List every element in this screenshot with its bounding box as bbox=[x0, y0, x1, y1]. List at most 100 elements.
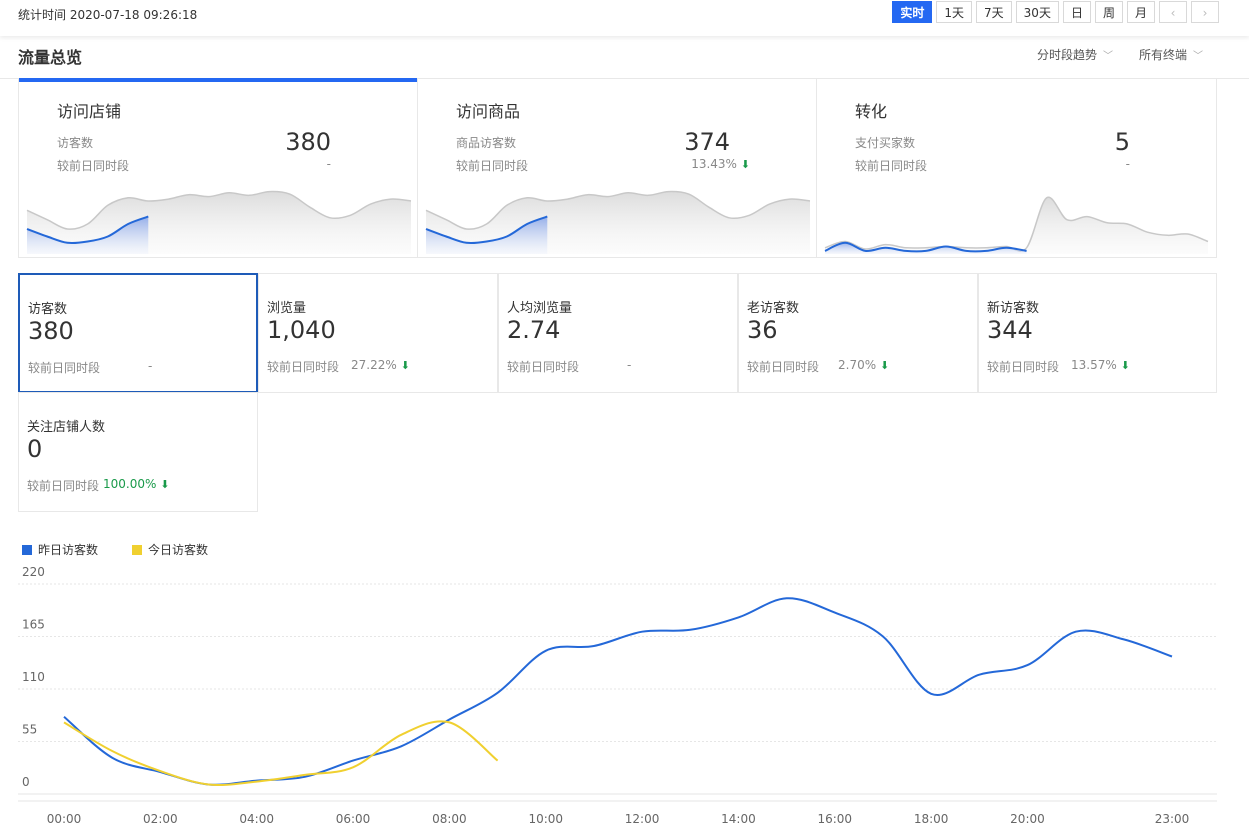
overview-cards: 访问店铺 访客数 较前日同时段 380 - 访问商品 商品访客数 较前日同时段 … bbox=[18, 78, 1217, 258]
prev-button[interactable]: ‹ bbox=[1159, 1, 1187, 23]
metric-title: 人均浏览量 bbox=[507, 301, 573, 316]
stat-time: 统计时间 2020-07-18 09:26:18 bbox=[18, 8, 198, 22]
card-compare-label: 较前日同时段 bbox=[855, 159, 928, 173]
visitors-line-chart: 0 55 110 165 220 00:00 02:00 04:00 06:00 08:00 10:… bbox=[18, 565, 1217, 826]
metric-new-visitors[interactable]: 新访客数 344 较前日同时段 13.57% ⬇ bbox=[978, 273, 1217, 393]
arrow-down-icon: ⬇ bbox=[400, 359, 410, 372]
x-tick-label: 02:00 bbox=[143, 812, 178, 826]
card-label: 商品访客数 bbox=[456, 136, 517, 150]
metric-compare-label: 较前日同时段 bbox=[987, 360, 1060, 374]
card-compare-label: 较前日同时段 bbox=[57, 159, 130, 173]
series-line-yesterday[interactable] bbox=[63, 597, 1173, 786]
legend-label: 昨日访客数 bbox=[38, 543, 99, 557]
x-tick-label: 20:00 bbox=[1010, 812, 1045, 826]
card-compare-percent: 13.43% bbox=[691, 157, 737, 171]
card-conversion[interactable]: 转化 支付买家数 较前日同时段 5 - bbox=[817, 78, 1216, 257]
card-compare-value: - bbox=[1125, 157, 1130, 171]
sparkline-goods bbox=[425, 190, 811, 254]
arrow-down-icon: ⬇ bbox=[160, 478, 170, 491]
metric-compare-value: 2.70% ⬇ bbox=[838, 358, 889, 372]
sparkline-today-line bbox=[425, 215, 548, 245]
metric-compare-label: 较前日同时段 bbox=[507, 360, 580, 374]
card-compare-value: 13.43% ⬇ bbox=[691, 157, 750, 171]
metric-compare-percent: 27.22% bbox=[351, 358, 397, 372]
trend-dropdown[interactable]: 分时段趋势 ﹀ bbox=[1037, 46, 1113, 63]
legend-swatch bbox=[22, 545, 32, 555]
metric-visitors[interactable]: 访客数 380 较前日同时段 - bbox=[18, 273, 258, 393]
x-tick-label: 18:00 bbox=[914, 812, 949, 826]
range-7day-button[interactable]: 7天 bbox=[976, 1, 1012, 23]
trend-dropdown-label: 分时段趋势 bbox=[1037, 48, 1098, 62]
metric-compare-value: 100.00% ⬇ bbox=[103, 477, 169, 491]
card-visit-goods[interactable]: 访问商品 商品访客数 较前日同时段 374 13.43% ⬇ bbox=[418, 78, 817, 257]
chevron-right-icon: › bbox=[1202, 6, 1208, 20]
next-button[interactable]: › bbox=[1191, 1, 1219, 23]
metric-compare-percent: 100.00% bbox=[103, 477, 157, 491]
metric-compare-value: 27.22% ⬇ bbox=[351, 358, 410, 372]
sparkline-yesterday-area bbox=[825, 197, 1208, 254]
sparkline-today-area bbox=[27, 216, 149, 254]
metric-pageviews[interactable]: 浏览量 1,040 较前日同时段 27.22% ⬇ bbox=[258, 273, 498, 393]
x-tick-label: 23:00 bbox=[1155, 812, 1190, 826]
card-compare-value: - bbox=[326, 157, 331, 171]
metric-value: 2.74 bbox=[507, 316, 561, 344]
sparkline-yesterday-line bbox=[26, 190, 412, 230]
x-tick-label: 06:00 bbox=[336, 812, 371, 826]
overview-header: 流量总览 分时段趋势 ﹀ 所有终端 ﹀ bbox=[0, 36, 1249, 79]
metric-returning-visitors[interactable]: 老访客数 36 较前日同时段 2.70% ⬇ bbox=[738, 273, 978, 393]
metric-title: 关注店铺人数 bbox=[27, 420, 106, 435]
metric-shop-followers[interactable]: 关注店铺人数 0 较前日同时段 100.00% ⬇ bbox=[18, 392, 258, 512]
sparkline-today-line bbox=[26, 215, 149, 245]
card-value: 374 bbox=[684, 128, 730, 156]
metric-title: 浏览量 bbox=[267, 301, 307, 316]
legend-label: 今日访客数 bbox=[148, 543, 209, 557]
metric-compare-value: - bbox=[627, 358, 632, 372]
y-tick-label: 220 bbox=[22, 565, 45, 579]
legend-item-yesterday[interactable]: 昨日访客数 bbox=[22, 541, 98, 558]
card-visit-shop[interactable]: 访问店铺 访客数 较前日同时段 380 - bbox=[19, 78, 418, 257]
metric-value: 344 bbox=[987, 316, 1033, 344]
sparkline-shop bbox=[26, 190, 412, 254]
range-1day-button[interactable]: 1天 bbox=[936, 1, 973, 23]
metric-compare-label: 较前日同时段 bbox=[28, 361, 101, 375]
sparkline-yesterday-line bbox=[425, 190, 811, 230]
range-week-button[interactable]: 周 bbox=[1094, 1, 1123, 23]
metric-compare-percent: 2.70% bbox=[838, 358, 877, 372]
sparkline-today-line bbox=[824, 241, 1027, 253]
x-tick-label: 10:00 bbox=[528, 812, 563, 826]
metric-title: 新访客数 bbox=[987, 301, 1040, 316]
chevron-left-icon: ‹ bbox=[1170, 6, 1176, 20]
x-tick-label: 08:00 bbox=[432, 812, 467, 826]
arrow-down-icon: ⬇ bbox=[740, 158, 750, 171]
metric-compare-percent: 13.57% bbox=[1071, 358, 1117, 372]
top-bar: 统计时间 2020-07-18 09:26:18 实时 1天 7天 30天 日 … bbox=[0, 0, 1249, 36]
arrow-down-icon: ⬇ bbox=[1120, 359, 1130, 372]
metric-value: 1,040 bbox=[267, 316, 336, 344]
card-title: 访问商品 bbox=[456, 102, 521, 121]
terminal-dropdown-label: 所有终端 bbox=[1139, 48, 1188, 62]
metric-value: 36 bbox=[747, 316, 778, 344]
y-tick-label: 110 bbox=[22, 670, 45, 684]
card-title: 转化 bbox=[855, 102, 888, 121]
legend-item-today[interactable]: 今日访客数 bbox=[132, 541, 208, 558]
x-tick-label: 14:00 bbox=[721, 812, 756, 826]
sparkline-today-area bbox=[825, 242, 1027, 254]
metric-avg-pageviews[interactable]: 人均浏览量 2.74 较前日同时段 - bbox=[498, 273, 738, 393]
range-30day-button[interactable]: 30天 bbox=[1015, 1, 1059, 23]
metric-title: 访客数 bbox=[28, 302, 68, 317]
card-compare-label: 较前日同时段 bbox=[456, 159, 529, 173]
range-day-button[interactable]: 日 bbox=[1062, 1, 1091, 23]
card-value: 5 bbox=[1114, 128, 1130, 156]
series-line-today[interactable] bbox=[63, 720, 499, 786]
arrow-down-icon: ⬇ bbox=[879, 359, 890, 372]
x-tick-label: 12:00 bbox=[625, 812, 660, 826]
x-tick-label: 00:00 bbox=[47, 812, 82, 826]
y-tick-label: 165 bbox=[22, 618, 45, 632]
range-month-button[interactable]: 月 bbox=[1126, 1, 1155, 23]
card-label: 访客数 bbox=[57, 136, 94, 150]
range-realtime-button[interactable]: 实时 bbox=[892, 1, 933, 23]
terminal-dropdown[interactable]: 所有终端 ﹀ bbox=[1139, 46, 1203, 63]
sparkline-conversion bbox=[824, 196, 1209, 254]
chevron-down-icon: ﹀ bbox=[1193, 51, 1204, 62]
metric-title: 老访客数 bbox=[747, 301, 800, 316]
